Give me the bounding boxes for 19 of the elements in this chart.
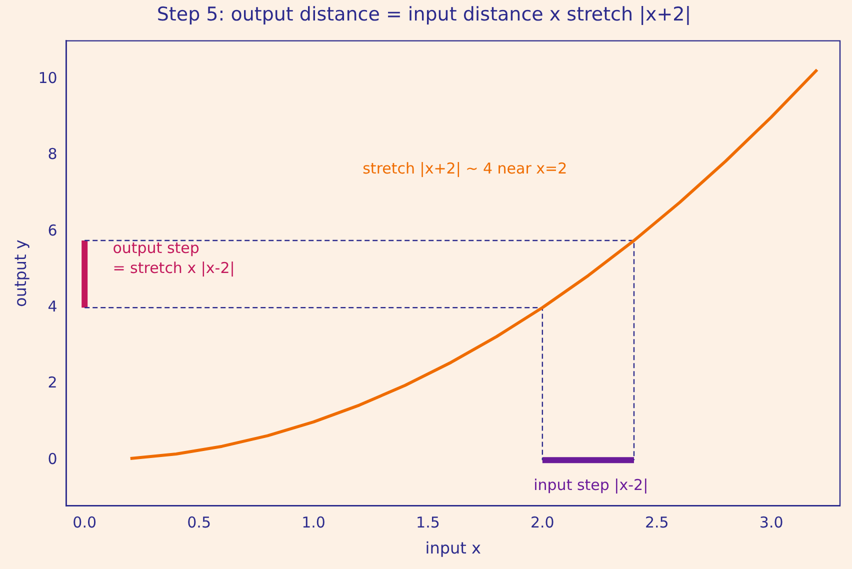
annotation: stretch |x+2| ~ 4 near x=2: [362, 159, 568, 178]
y-tick-label: 2: [48, 374, 58, 392]
x-axis-title: input x: [425, 538, 482, 558]
y-tick-label: 8: [48, 145, 58, 164]
y-tick-label: 0: [48, 450, 58, 468]
y-axis-title: output y: [10, 240, 30, 307]
x-tick-label: 3.0: [759, 514, 784, 532]
x-tick-label: 1.5: [416, 514, 440, 532]
x-tick-label: 0.5: [187, 514, 211, 532]
y-tick-label: 10: [38, 68, 58, 87]
x-tick-label: 2.0: [530, 514, 554, 532]
y-tick-label: 6: [48, 221, 58, 240]
annotation: input step |x-2|: [534, 476, 648, 494]
chart-title: Step 5: output distance = input distance x stretch |x+2|: [156, 3, 692, 26]
y-tick-label: 4: [48, 297, 58, 316]
annotation: output step = stretch x |x-2|: [112, 238, 235, 277]
x-tick-label: 1.0: [302, 514, 326, 532]
x-tick-label: 2.5: [644, 514, 669, 532]
x-tick-label: 0.0: [72, 514, 97, 532]
